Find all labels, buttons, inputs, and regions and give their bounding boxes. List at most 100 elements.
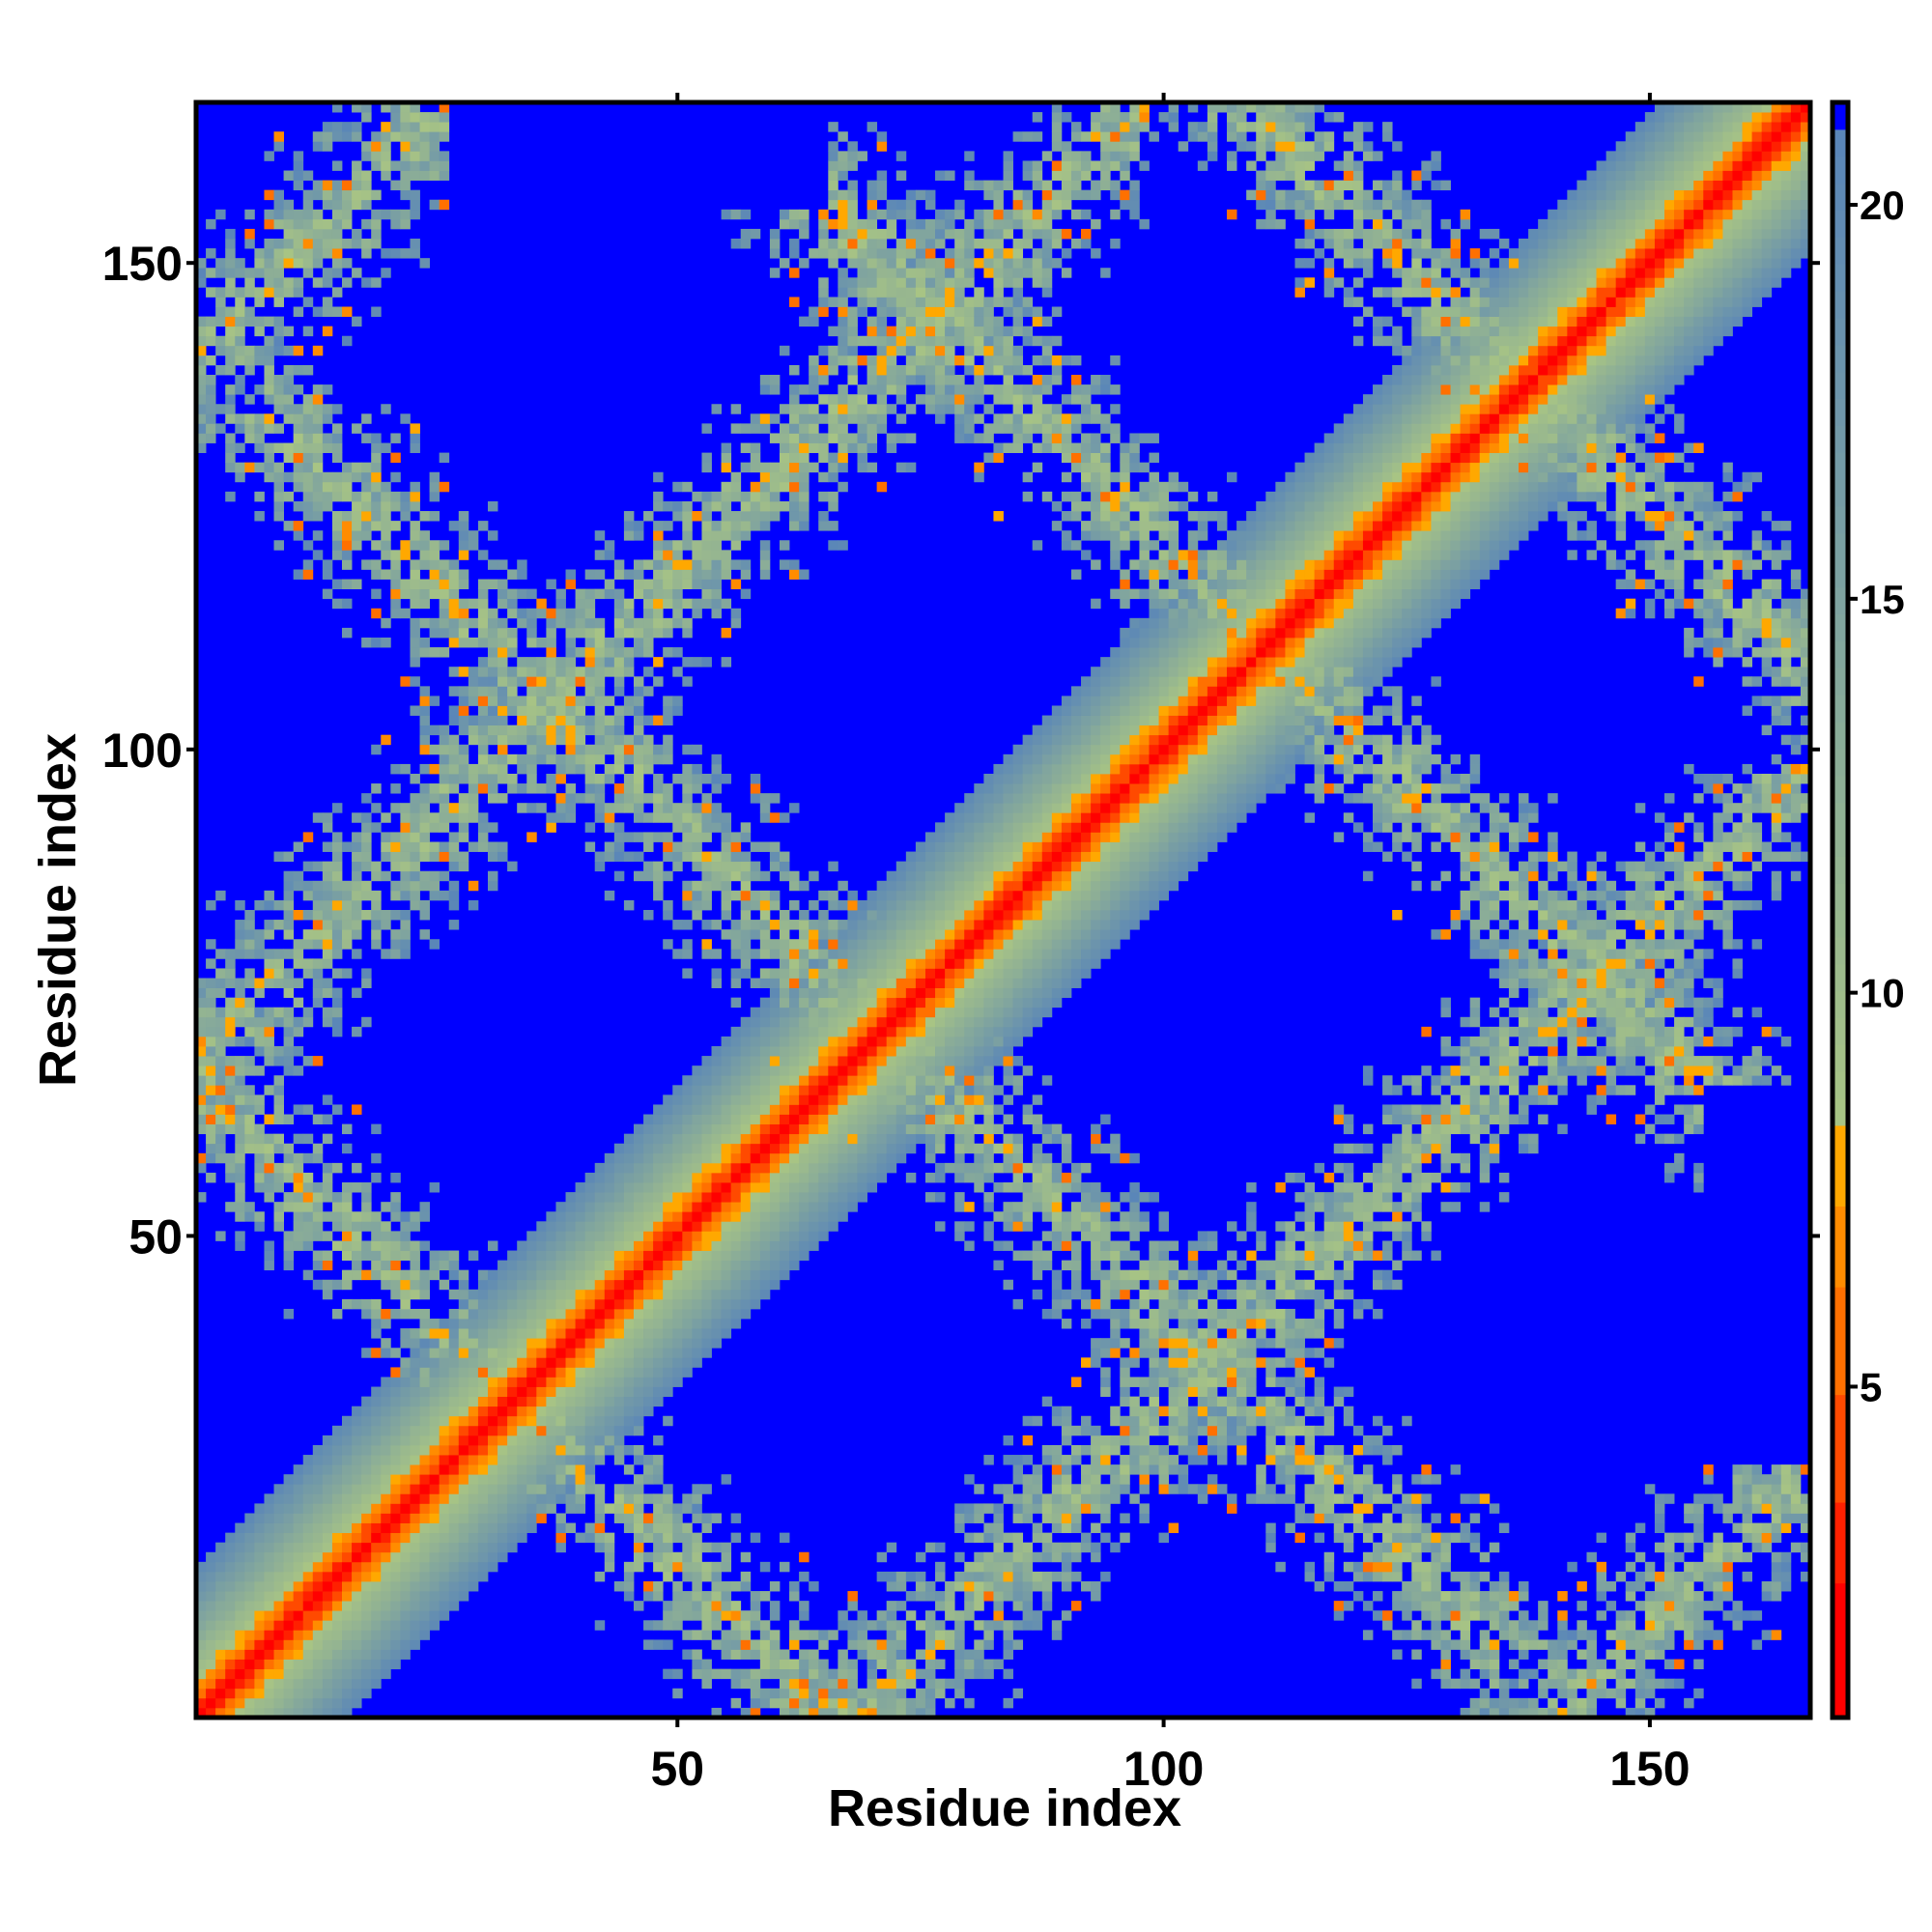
heatmap-cell — [730, 491, 742, 502]
heatmap-cell — [507, 1493, 518, 1504]
heatmap-cell — [546, 647, 556, 658]
heatmap-cell — [867, 1182, 878, 1193]
heatmap-cell — [701, 851, 712, 863]
heatmap-cell — [779, 1192, 790, 1203]
heatmap-cell — [341, 1659, 353, 1670]
heatmap-cell — [692, 1065, 702, 1076]
heatmap-cell — [390, 1493, 401, 1504]
heatmap-cell — [448, 783, 460, 794]
heatmap-cell — [536, 1357, 547, 1368]
heatmap-cell — [721, 1202, 732, 1212]
heatmap-cell — [769, 1026, 781, 1037]
heatmap-cell — [273, 141, 284, 152]
heatmap-cell — [701, 1484, 712, 1494]
heatmap-cell — [410, 657, 420, 668]
heatmap-cell — [283, 1016, 295, 1028]
heatmap-cell — [653, 1133, 664, 1145]
heatmap-cell — [264, 218, 274, 230]
heatmap-cell — [429, 841, 440, 852]
heatmap-cell — [799, 1094, 810, 1105]
heatmap-cell — [235, 345, 245, 356]
heatmap-cell — [847, 1172, 858, 1183]
heatmap-cell — [371, 608, 382, 619]
heatmap-cell — [701, 1192, 712, 1203]
heatmap-cell — [429, 471, 440, 483]
heatmap-cell — [352, 471, 362, 483]
heatmap-cell — [905, 899, 917, 911]
heatmap-cell — [225, 1162, 236, 1174]
heatmap-cell — [517, 667, 527, 677]
heatmap-cell — [352, 423, 362, 434]
heatmap-cell — [526, 1522, 537, 1534]
heatmap-cell — [497, 1474, 508, 1485]
heatmap-cell — [283, 1649, 295, 1660]
heatmap-cell — [341, 189, 353, 201]
heatmap-cell — [381, 511, 391, 522]
heatmap-cell — [410, 559, 420, 570]
heatmap-cell — [809, 997, 819, 1009]
heatmap-cell — [215, 258, 226, 269]
heatmap-cell — [331, 404, 343, 414]
heatmap-cell — [818, 1668, 829, 1680]
heatmap-cell — [419, 715, 430, 726]
heatmap-cell — [244, 433, 255, 443]
heatmap-cell — [283, 1036, 295, 1047]
heatmap-cell — [497, 1484, 508, 1494]
heatmap-cell — [361, 1639, 372, 1650]
heatmap-cell — [740, 851, 752, 863]
heatmap-cell — [293, 530, 304, 541]
heatmap-cell — [322, 1250, 333, 1261]
heatmap-cell — [769, 1279, 781, 1291]
heatmap-cell — [429, 1357, 440, 1368]
heatmap-cell — [331, 491, 343, 502]
heatmap-cell — [283, 345, 295, 356]
heatmap-cell — [361, 500, 372, 512]
heatmap-cell — [613, 1455, 625, 1465]
heatmap-cell — [623, 521, 635, 531]
heatmap-cell — [721, 832, 732, 842]
heatmap-cell — [876, 949, 888, 959]
heatmap-cell — [721, 1542, 732, 1553]
heatmap-cell — [663, 1114, 673, 1124]
heatmap-cell — [331, 899, 343, 911]
heatmap-cell — [575, 1484, 586, 1494]
heatmap-cell — [254, 1036, 265, 1047]
heatmap-cell — [546, 1484, 556, 1494]
heatmap-cell — [293, 218, 304, 230]
heatmap-cell — [682, 1591, 693, 1602]
heatmap-cell — [244, 1697, 255, 1709]
heatmap-cell — [672, 1231, 683, 1241]
heatmap-cell — [410, 1406, 420, 1417]
heatmap-cell — [682, 1289, 693, 1300]
heatmap-cell — [905, 890, 917, 901]
heatmap-cell — [623, 1348, 635, 1358]
heatmap-cell — [555, 667, 566, 677]
heatmap-cell — [225, 958, 236, 969]
heatmap-cell — [526, 1464, 537, 1475]
heatmap-cell — [371, 1464, 382, 1475]
heatmap-cell — [322, 1162, 333, 1174]
heatmap-cell — [876, 394, 888, 405]
heatmap-cell — [244, 1211, 255, 1222]
heatmap-cell — [740, 1172, 752, 1183]
heatmap-cell — [565, 1260, 576, 1271]
heatmap-cell — [410, 1630, 420, 1640]
heatmap-cell — [381, 442, 391, 453]
heatmap-cell — [206, 1630, 216, 1640]
heatmap-cell — [507, 1425, 518, 1436]
heatmap-cell — [302, 540, 314, 551]
heatmap-cell — [633, 1357, 644, 1368]
heatmap-cell — [779, 1026, 790, 1037]
heatmap-cell — [341, 540, 353, 551]
heatmap-cell — [565, 1357, 576, 1368]
heatmap-cell — [322, 987, 333, 999]
heatmap-cell — [604, 1386, 615, 1398]
heatmap-cell — [594, 1571, 606, 1582]
heatmap-cell — [235, 1143, 245, 1154]
heatmap-cell — [507, 783, 518, 794]
heatmap-cell — [711, 851, 722, 863]
heatmap-cell — [663, 870, 673, 882]
heatmap-cell — [789, 1250, 800, 1261]
heatmap-cell — [400, 1571, 411, 1582]
heatmap-cell — [779, 500, 790, 512]
